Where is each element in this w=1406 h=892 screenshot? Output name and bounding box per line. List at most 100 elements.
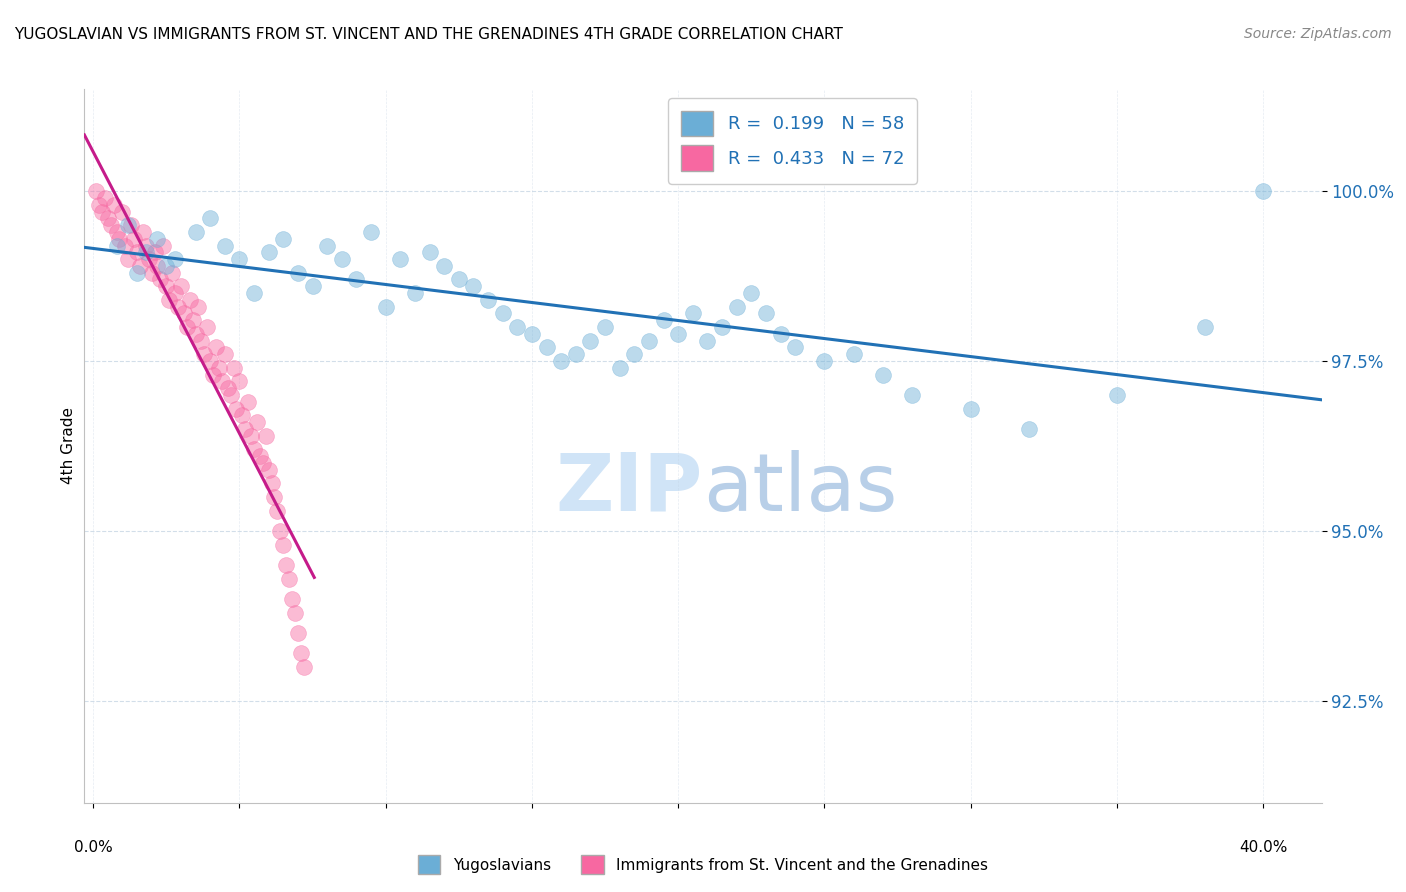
Point (550, 354, 572, 368)
Point (520, 326, 543, 341)
Point (785, 341, 807, 355)
Point (135, 238, 157, 252)
Point (105, 238, 128, 252)
Point (769, 326, 792, 341)
Point (740, 286, 762, 301)
Point (463, 279, 485, 293)
Point (682, 306, 704, 320)
Point (184, 326, 207, 341)
Text: Source: ZipAtlas.com: Source: ZipAtlas.com (1244, 27, 1392, 41)
Point (149, 272, 172, 286)
Point (374, 300, 396, 314)
Point (105, 225, 128, 239)
Legend: R =  0.199   N = 58, R =  0.433   N = 72: R = 0.199 N = 58, R = 0.433 N = 72 (668, 98, 917, 184)
Point (231, 409, 253, 423)
Point (222, 360, 245, 375)
Text: atlas: atlas (703, 450, 897, 528)
Text: 40.0%: 40.0% (1239, 840, 1288, 855)
Point (90, 204, 112, 219)
Point (506, 320, 529, 334)
Point (198, 211, 221, 226)
Point (157, 293, 180, 307)
Point (565, 347, 588, 361)
Point (287, 626, 309, 640)
Point (1194, 320, 1216, 334)
Point (225, 401, 247, 416)
Point (214, 347, 236, 361)
Point (132, 225, 155, 239)
Point (129, 259, 152, 273)
Point (389, 252, 412, 266)
Point (278, 572, 301, 586)
Point (755, 306, 778, 320)
Point (652, 313, 675, 327)
Point (276, 558, 298, 572)
Point (187, 300, 209, 314)
Point (193, 347, 215, 361)
Point (87, 198, 110, 212)
Point (243, 286, 266, 301)
Point (872, 368, 894, 382)
Point (260, 476, 283, 491)
Point (176, 320, 198, 334)
Point (842, 347, 865, 361)
Point (122, 232, 145, 246)
Point (433, 259, 456, 273)
Point (418, 245, 440, 260)
Point (170, 279, 193, 293)
Point (579, 334, 602, 348)
Point (666, 326, 689, 341)
Point (195, 320, 218, 334)
Point (100, 218, 122, 232)
Point (146, 232, 169, 246)
Point (271, 232, 294, 246)
Point (477, 293, 499, 307)
Point (725, 300, 748, 314)
Point (609, 360, 631, 375)
Point (152, 238, 174, 252)
Point (135, 245, 157, 260)
Point (240, 429, 263, 443)
Point (120, 218, 142, 232)
Point (111, 204, 134, 219)
Point (281, 591, 304, 606)
Point (1105, 388, 1128, 402)
Legend: Yugoslavians, Immigrants from St. Vincent and the Grenadines: Yugoslavians, Immigrants from St. Vincen… (412, 849, 994, 880)
Point (404, 286, 426, 301)
Point (163, 252, 186, 266)
Point (711, 320, 734, 334)
Point (173, 306, 195, 320)
Point (623, 347, 645, 361)
Point (125, 245, 148, 260)
Point (263, 490, 285, 504)
Point (813, 354, 835, 368)
Point (117, 218, 139, 232)
Point (246, 415, 269, 429)
Point (959, 401, 981, 416)
Point (167, 300, 190, 314)
Point (160, 266, 183, 280)
Point (228, 375, 250, 389)
Point (233, 422, 256, 436)
Point (219, 388, 242, 402)
Text: ZIP: ZIP (555, 450, 703, 528)
Point (141, 266, 163, 280)
Point (1251, 184, 1274, 198)
Point (638, 334, 661, 348)
Point (155, 259, 177, 273)
Point (536, 341, 558, 355)
Point (228, 252, 250, 266)
Point (447, 272, 470, 286)
Text: 0.0%: 0.0% (73, 840, 112, 855)
Point (114, 238, 136, 252)
Text: YUGOSLAVIAN VS IMMIGRANTS FROM ST. VINCENT AND THE GRENADINES 4TH GRADE CORRELAT: YUGOSLAVIAN VS IMMIGRANTS FROM ST. VINCE… (14, 27, 844, 42)
Point (163, 286, 186, 301)
Point (238, 394, 260, 409)
Point (143, 245, 166, 260)
Point (179, 293, 201, 307)
Point (266, 503, 288, 517)
Point (202, 368, 225, 382)
Point (257, 245, 280, 260)
Point (292, 660, 315, 674)
Point (117, 252, 139, 266)
